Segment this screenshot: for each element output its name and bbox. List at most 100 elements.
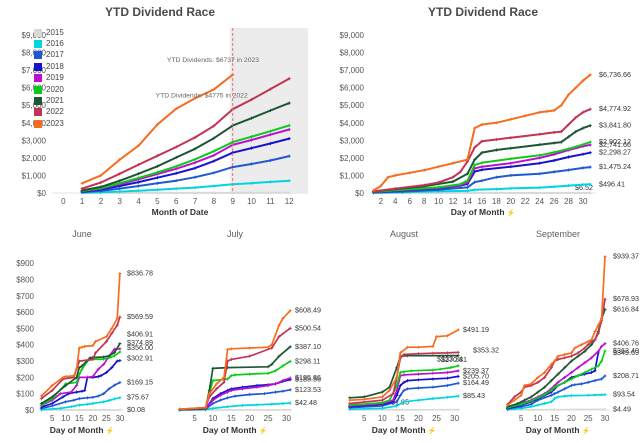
series-line-2020[interactable] — [81, 124, 291, 192]
series-line-2018[interactable] — [81, 137, 291, 193]
x-tick-label: 26 — [550, 197, 559, 206]
y-tick-label: $8,000 — [340, 49, 365, 58]
y-tick-label: $0 — [355, 189, 364, 198]
series-line-2022[interactable] — [40, 316, 121, 400]
series-line-2021[interactable] — [81, 102, 291, 192]
series-line-2022[interactable] — [81, 77, 291, 190]
x-axis-label-day: Day of Month ⚡ — [178, 425, 292, 435]
series-end-label-2016: $75.67 — [127, 393, 149, 402]
chart-ytd-by-day: $0 $1,000 $2,000 $3,000 $4,000 $5,000 $6,000 $7… — [320, 0, 640, 225]
series-line-2022[interactable] — [506, 298, 606, 406]
legend-item-2021[interactable]: 2021 — [34, 95, 64, 106]
series-line-2016[interactable] — [372, 183, 592, 194]
legend-swatch-2023 — [34, 119, 42, 128]
august-plot: 5 10 15 20 25 30 $1.95 $85.43 $164.49$205.70$239… — [348, 325, 499, 423]
x-tick-label: 4 — [136, 197, 141, 206]
series-line-2021[interactable] — [178, 345, 292, 411]
y-tick-label: $800 — [16, 275, 34, 284]
series-line-2016[interactable] — [81, 179, 291, 194]
series-line-2017[interactable] — [348, 382, 460, 409]
series-line-2022[interactable] — [348, 351, 460, 405]
series-end-label-2021: $616.84 — [613, 304, 639, 313]
legend-item-2023[interactable]: 2023 — [34, 118, 64, 129]
x-axis-label-text: Day of Month — [202, 425, 257, 435]
legend-item-2016[interactable]: 2016 — [34, 38, 64, 49]
series-end-label-2018: $205.70 — [463, 371, 489, 380]
series-end-label-2020: $2,902.12 — [599, 137, 631, 146]
legend-item-2020[interactable]: 2020 — [34, 84, 64, 95]
chart-september: 5 10 15 20 25 30 $4.49 $93.54 $208.71 $349.69 $406… — [504, 225, 640, 443]
sort-icon[interactable]: ⚡ — [581, 428, 591, 435]
x-tick-label: 24 — [535, 197, 544, 206]
series-line-2020[interactable] — [178, 360, 292, 411]
legend-item-2019[interactable]: 2019 — [34, 73, 64, 84]
series-end-label-2022: $569.59 — [127, 312, 153, 321]
x-axis-label-text: Day of Month — [49, 425, 104, 435]
y-tick-label: $3,000 — [22, 136, 47, 145]
legend-swatch-2017 — [34, 51, 42, 60]
y-tick-label: $6,000 — [340, 84, 365, 93]
x-tick-label: 6 — [174, 197, 179, 206]
series-end-label-2020: $362.40 — [613, 346, 639, 355]
sort-icon[interactable]: ⚡ — [105, 428, 115, 435]
series-line-2015[interactable] — [506, 408, 606, 411]
series-line-2022[interactable] — [372, 108, 592, 193]
july-plot: 5 10 15 20 25 30 $42.48 $123.53$185.56$195.86 $2… — [178, 306, 321, 423]
legend-label: 2015 — [46, 27, 64, 37]
legend-item-2015[interactable]: 2015 — [34, 27, 64, 38]
x-tick-label: 4 — [393, 197, 398, 206]
legend-swatch-2016 — [34, 40, 42, 49]
legend-item-2022[interactable]: 2022 — [34, 107, 64, 118]
x-tick-label: 10 — [208, 414, 217, 423]
x-tick-label: 6 — [407, 197, 412, 206]
series-line-2020[interactable] — [506, 350, 606, 409]
legend-swatch-2022 — [34, 108, 42, 117]
series-line-2017[interactable] — [40, 381, 121, 410]
series-line-2023[interactable] — [372, 73, 592, 192]
x-tick-label: 25 — [102, 414, 111, 423]
series-line-2021[interactable] — [40, 342, 121, 405]
legend-item-2017[interactable]: 2017 — [34, 50, 64, 61]
series-line-2017[interactable] — [81, 155, 291, 194]
month-title-june: June — [72, 229, 92, 239]
x-tick-label: 20 — [414, 414, 423, 423]
sort-icon[interactable]: ⚡ — [427, 428, 437, 435]
x-tick-label: 16 — [477, 197, 486, 206]
sort-icon[interactable]: ⚡ — [258, 428, 268, 435]
series-line-2023[interactable] — [178, 309, 292, 411]
series-end-label-2017: $164.49 — [463, 378, 489, 387]
series-end-label-2019: $195.86 — [295, 373, 321, 382]
series-end-label-2018: $185.56 — [295, 375, 321, 384]
series-end-label-2017: $123.53 — [295, 385, 321, 394]
series-line-2023[interactable] — [348, 329, 460, 402]
series-end-label-2022: $500.54 — [295, 323, 321, 332]
series-markers-2023 — [372, 73, 592, 192]
legend-label: 2020 — [46, 84, 64, 94]
series-end-label-2020: $298.11 — [295, 356, 320, 365]
sort-icon[interactable]: ⚡ — [506, 210, 516, 217]
legend-label: 2021 — [46, 96, 64, 106]
x-tick-label: 20 — [567, 414, 576, 423]
chart-title-ytd-month: YTD Dividend Race — [104, 5, 216, 19]
x-tick-label: 9 — [230, 197, 235, 206]
series-end-label-2021: $333.34 — [437, 355, 463, 364]
x-tick-label: 20 — [506, 197, 515, 206]
y-tick-label: $400 — [16, 341, 34, 350]
series-line-2016[interactable] — [348, 395, 460, 411]
series-markers-2022 — [178, 326, 292, 411]
x-tick-label: 25 — [264, 414, 273, 423]
legend-item-2018[interactable]: 2018 — [34, 61, 64, 72]
x-axis-label-text: Day of Month — [371, 425, 426, 435]
ytd-by-month-plot: $0$1,000$2,000$3,000$4,000$5,000$6,000$7… — [22, 28, 308, 206]
x-tick-label: 2 — [379, 197, 384, 206]
series-line-2016[interactable] — [40, 396, 121, 411]
x-tick-label: 15 — [227, 414, 236, 423]
series-line-2019[interactable] — [178, 377, 292, 411]
series-line-2019[interactable] — [348, 370, 460, 407]
year-legend: 2015 2016 2017 2018 2019 2020 2021 2022 2023 — [34, 27, 64, 130]
series-end-label-2021: $3,841.80 — [599, 121, 631, 130]
x-tick-label: 0 — [61, 197, 66, 206]
series-end-label-2015: $6.52 — [575, 183, 593, 192]
series-end-label-2019: $239.37 — [463, 366, 489, 375]
series-end-label-2015: $1.95 — [391, 398, 409, 407]
